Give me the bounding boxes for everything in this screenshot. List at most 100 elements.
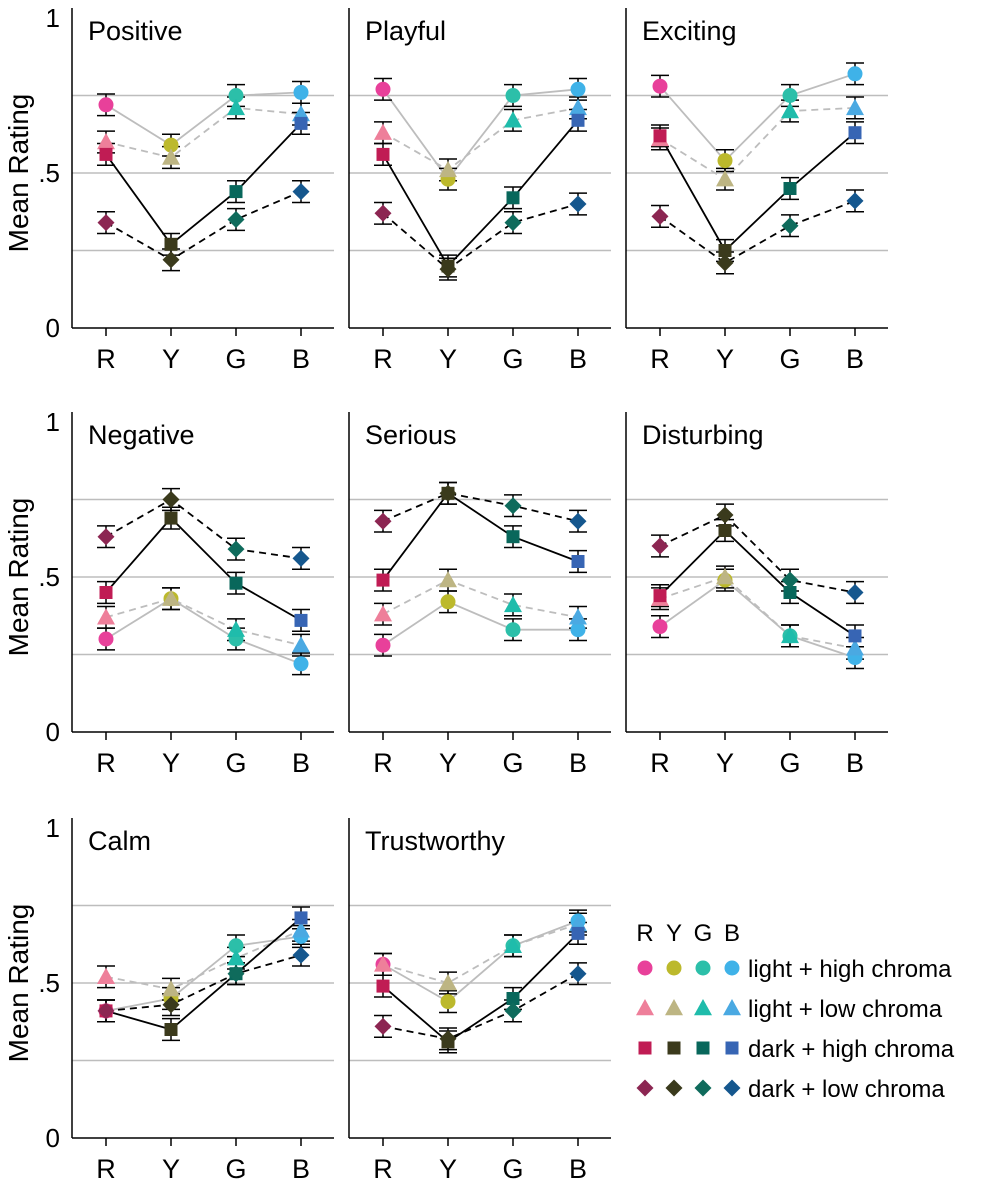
- data-point-light-high: [163, 137, 179, 153]
- data-point-dark-low: [227, 965, 245, 983]
- data-point-dark-high: [571, 113, 585, 127]
- legend-label: dark + low chroma: [748, 1076, 945, 1103]
- x-tick-label: Y: [716, 344, 734, 374]
- series-line-light-low: [659, 575, 856, 650]
- data-point-dark-high: [653, 129, 667, 143]
- data-point-dark-low: [846, 192, 864, 210]
- data-point-light-high: [375, 81, 391, 97]
- data-point-dark-low: [569, 965, 587, 983]
- data-point-dark-low: [439, 1030, 457, 1048]
- panel-title: Playful: [365, 16, 446, 46]
- data-point-dark-high: [294, 116, 308, 130]
- data-point-dark-high: [571, 555, 585, 568]
- x-tick-label: Y: [439, 748, 457, 778]
- data-point-light-low: [97, 133, 115, 150]
- series-line-light-high: [382, 88, 579, 181]
- y-axis-label: Mean Rating: [3, 94, 34, 253]
- legend-marker-square: [667, 1041, 681, 1055]
- series-line-dark-low: [105, 954, 302, 1012]
- legend-header-label: Y: [666, 920, 682, 947]
- data-point-light-high: [228, 938, 244, 954]
- data-point-dark-high: [506, 530, 520, 544]
- data-point-light-low: [227, 949, 245, 966]
- x-tick-label: G: [502, 344, 523, 374]
- data-point-light-high: [847, 66, 863, 82]
- data-point-light-high: [440, 994, 456, 1010]
- y-tick-label: 1: [46, 407, 60, 437]
- x-tick-label: B: [846, 344, 864, 374]
- series-line-dark-high: [105, 917, 302, 1031]
- series-line-dark-low: [382, 972, 579, 1040]
- panel-disturbing: R Y G B Disturbing: [625, 412, 888, 778]
- y-tick-label: 0: [46, 313, 60, 343]
- data-point-light-low: [716, 170, 734, 187]
- panel-positive: 0 .5 1 Mean Rating R Y G B Positive: [3, 3, 334, 374]
- x-tick-label: Y: [716, 748, 734, 778]
- panel-title: Trustworthy: [365, 826, 506, 856]
- x-tick-label: B: [569, 748, 587, 778]
- data-point-light-high: [505, 88, 521, 103]
- series-line-light-high: [105, 935, 302, 1012]
- data-point-dark-low: [651, 537, 669, 555]
- series-line-light-low: [382, 107, 579, 171]
- data-point-light-low: [162, 980, 180, 997]
- data-point-light-high: [98, 97, 114, 113]
- data-point-dark-high: [653, 589, 667, 603]
- data-point-dark-high: [164, 237, 178, 251]
- data-point-dark-low: [504, 497, 522, 515]
- data-point-light-low: [439, 974, 457, 991]
- data-point-dark-low: [97, 528, 115, 546]
- y-tick-label: 1: [46, 813, 60, 843]
- x-tick-label: G: [779, 748, 800, 778]
- data-point-light-high: [782, 88, 798, 103]
- data-point-dark-high: [783, 182, 797, 195]
- x-tick-label: B: [292, 1154, 310, 1184]
- data-point-dark-high: [294, 613, 308, 627]
- series-line-light-high: [105, 597, 302, 665]
- y-axis-label: Mean Rating: [3, 498, 34, 657]
- data-point-light-low: [846, 639, 864, 656]
- legend-marker-circle: [724, 960, 740, 976]
- series-line-dark-high: [382, 492, 579, 581]
- x-tick-label: G: [225, 748, 246, 778]
- data-point-light-high: [505, 622, 521, 638]
- data-point-dark-high: [848, 126, 862, 140]
- data-point-dark-high: [99, 147, 113, 161]
- series-line-light-low: [105, 106, 302, 159]
- x-tick-label: B: [569, 1154, 587, 1184]
- panel-title: Exciting: [642, 16, 737, 46]
- data-point-dark-low: [227, 540, 245, 558]
- series-line-dark-low: [382, 203, 579, 271]
- data-point-light-high: [570, 622, 586, 638]
- y-tick-label: 1: [46, 3, 60, 33]
- x-tick-label: R: [650, 748, 670, 778]
- data-point-dark-low: [781, 571, 799, 589]
- data-point-dark-low: [716, 506, 734, 524]
- data-point-light-low: [716, 568, 734, 585]
- data-point-light-low: [569, 98, 587, 116]
- data-point-dark-low: [162, 491, 180, 508]
- y-tick-label: 0: [46, 717, 60, 747]
- data-point-dark-high: [229, 185, 243, 199]
- data-point-light-low: [227, 620, 245, 637]
- data-point-dark-high: [848, 629, 862, 643]
- data-point-light-low: [439, 160, 457, 178]
- panel-calm: 0 .5 1 Mean Rating R Y G B Calm: [3, 813, 334, 1184]
- y-tick-label: .5: [38, 158, 60, 188]
- data-point-dark-low: [439, 484, 457, 502]
- x-tick-label: G: [502, 1154, 523, 1184]
- data-point-dark-high: [506, 992, 520, 1005]
- legend-marker-circle: [666, 960, 682, 976]
- data-point-light-high: [375, 637, 391, 653]
- series-line-light-high: [382, 600, 578, 646]
- legend-marker-diamond: [636, 1079, 654, 1097]
- data-point-light-low: [504, 111, 522, 128]
- data-point-dark-high: [164, 511, 178, 525]
- series-line-light-low: [105, 597, 302, 647]
- x-tick-label: G: [225, 344, 246, 374]
- x-tick-label: B: [569, 344, 587, 374]
- data-point-light-high: [293, 84, 309, 100]
- data-point-dark-high: [229, 576, 243, 590]
